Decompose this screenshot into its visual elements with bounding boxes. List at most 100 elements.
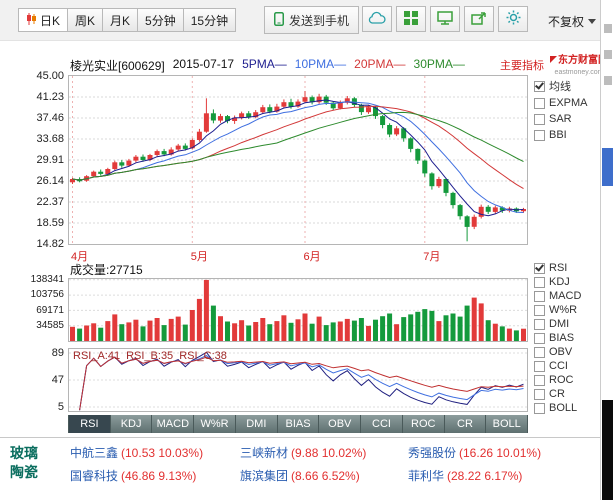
checkbox-icon	[534, 318, 545, 330]
checkbox-kdj[interactable]: KDJ	[534, 276, 570, 288]
rsi-values: RSI_A:41 RSI_B:35 RSI_C:38	[73, 350, 227, 362]
stock-title: 棱光实业[600629]	[70, 59, 165, 73]
checkbox-icon	[534, 290, 545, 302]
monitor-button[interactable]	[430, 6, 460, 32]
clipped-blue-button[interactable]	[602, 148, 613, 186]
checkbox-roc[interactable]: ROC	[534, 374, 573, 386]
checkbox-icon	[534, 360, 545, 372]
y-axis-label: 34585	[36, 320, 64, 331]
tab-bias[interactable]: BIAS	[277, 415, 320, 433]
toolbar: 日K 周K 月K 5分钟 15分钟 发送到手机 不复权	[0, 0, 601, 41]
checkbox-icon	[534, 129, 545, 141]
checkbox-icon	[534, 113, 545, 125]
checkbox-icon	[534, 374, 545, 386]
tab-label: 5分钟	[145, 13, 176, 28]
stock-item: 菲利华 (28.22 6.17%)	[408, 467, 522, 484]
tab-roc[interactable]: ROC	[402, 415, 445, 433]
rsi-chart[interactable]	[68, 348, 528, 412]
candlestick-chart[interactable]	[68, 75, 528, 245]
y-axis-label: 29.91	[36, 154, 64, 166]
checkbox-icon	[534, 276, 545, 288]
gear-icon	[506, 10, 521, 28]
send-to-phone-button[interactable]: 发送到手机	[264, 6, 360, 34]
tab-weekly-k[interactable]: 周K	[68, 8, 104, 32]
checkbox-cr[interactable]: CR	[534, 388, 565, 400]
x-axis-label: 7月	[423, 251, 441, 263]
x-axis-label: 5月	[190, 251, 208, 263]
share-button[interactable]	[464, 6, 494, 32]
cloud-button[interactable]	[362, 6, 392, 32]
share-icon	[471, 11, 487, 28]
rsi-b-value: RSI_B:35	[126, 350, 174, 362]
y-axis-label: 45.00	[36, 70, 64, 82]
x-axis-label: 6月	[303, 251, 321, 263]
checkbox-dmi[interactable]: DMI	[534, 318, 569, 330]
tab-daily-k[interactable]: 日K	[18, 8, 69, 32]
checkbox-cci[interactable]: CCI	[534, 360, 568, 372]
stock-link[interactable]: 旗滨集团	[240, 469, 289, 483]
y-axis-label: 103756	[30, 289, 64, 300]
adjustment-label: 不复权	[548, 15, 585, 29]
y-axis-label: 47	[51, 374, 64, 386]
tab-5min[interactable]: 5分钟	[138, 8, 184, 32]
x-axis-label: 4月	[71, 251, 89, 263]
tab-dmi[interactable]: DMI	[235, 415, 278, 433]
main-indicator-link[interactable]: 主要指标	[500, 60, 544, 72]
tab-label: 15分钟	[190, 13, 229, 28]
stock-quote: (8.66 6.52%)	[291, 469, 360, 483]
tab-boll[interactable]: BOLL	[486, 415, 529, 433]
stock-link[interactable]: 中航三鑫	[70, 446, 119, 460]
checkbox-macd[interactable]: MACD	[534, 290, 581, 302]
volume-chart[interactable]	[68, 278, 528, 342]
adjustment-dropdown[interactable]: 不复权	[548, 13, 597, 30]
checkbox-icon	[534, 262, 545, 274]
legend-20pma: 20PMA—	[354, 57, 406, 71]
y-axis-label: 33.68	[36, 133, 64, 145]
legend-10pma: 10PMA—	[294, 57, 347, 71]
caret-down-icon	[588, 19, 597, 24]
stock-link[interactable]: 秀强股份	[408, 446, 457, 460]
stock-link[interactable]: 菲利华	[408, 469, 445, 483]
clipped-image-block	[602, 400, 613, 500]
tab-rsi[interactable]: RSI	[68, 415, 111, 433]
checkbox-sar[interactable]: SAR	[534, 113, 572, 125]
checkbox-expma[interactable]: EXPMA	[534, 97, 588, 109]
legend-5pma: 5PMA—	[242, 57, 287, 71]
clipped-text-fragment	[604, 50, 612, 59]
legend-30pma: 30PMA—	[413, 57, 465, 71]
stock-quote: (46.86 9.13%)	[121, 469, 197, 483]
sector-board-label: 玻璃 陶瓷	[10, 445, 38, 480]
checkbox-rsi[interactable]: RSI	[534, 262, 567, 274]
candlestick-icon	[26, 12, 37, 28]
cloud-icon	[368, 11, 386, 28]
checkbox-obv[interactable]: OBV	[534, 346, 572, 358]
checkbox-bbi[interactable]: BBI	[534, 129, 567, 141]
tab-15min[interactable]: 15分钟	[183, 8, 237, 32]
checkbox-bias[interactable]: BIAS	[534, 332, 574, 344]
tab-kdj[interactable]: KDJ	[110, 415, 153, 433]
tab-cci[interactable]: CCI	[361, 415, 403, 433]
tab-label: 周K	[75, 13, 96, 28]
checkbox-boll[interactable]: BOLL	[534, 402, 577, 414]
tab-monthly-k[interactable]: 月K	[103, 8, 139, 32]
tab-cr[interactable]: CR	[444, 415, 487, 433]
checkbox-icon	[534, 304, 545, 316]
tab-obv[interactable]: OBV	[319, 415, 362, 433]
settings-button[interactable]	[498, 6, 528, 32]
y-axis-label: 26.14	[36, 175, 64, 187]
y-axis-label: 5	[57, 401, 64, 413]
checkbox-icon	[534, 346, 545, 358]
stock-link[interactable]: 国睿科技	[70, 469, 119, 483]
y-axis-label: 14.82	[36, 238, 64, 250]
grid-view-button[interactable]	[396, 6, 426, 32]
stock-link[interactable]: 三峡新材	[240, 446, 289, 460]
checkbox-wr[interactable]: W%R	[534, 304, 577, 316]
y-axis-label: 138341	[30, 274, 64, 285]
stock-item: 秀强股份 (16.26 10.01%)	[408, 444, 541, 461]
checkbox-ma[interactable]: 均线	[534, 80, 571, 93]
tab-macd[interactable]: MACD	[152, 415, 195, 433]
tab-wr[interactable]: W%R	[194, 415, 236, 433]
period-tab-group: 日K 周K 月K 5分钟 15分钟	[18, 8, 237, 32]
phone-icon	[274, 11, 284, 29]
